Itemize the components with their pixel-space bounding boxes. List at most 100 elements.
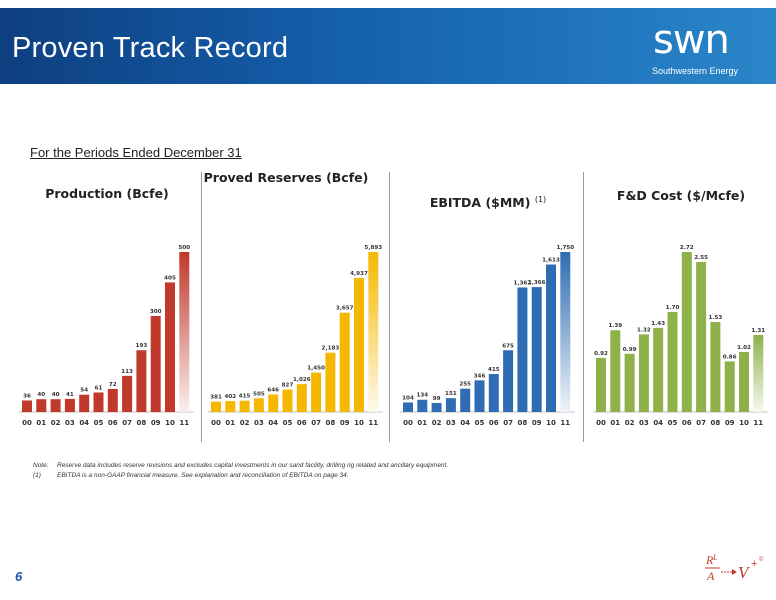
bar-10 [739,352,749,412]
x-tick-label: 05 [668,419,678,427]
svg-text:©: © [759,556,764,563]
x-tick-label: 01 [225,419,235,427]
data-label: 0.86 [723,354,737,360]
data-label: 0.92 [594,351,608,357]
bar-04 [268,394,279,412]
footnote-note: Note: Reserve data includes reserve revis… [33,462,448,469]
bar-05 [474,380,485,412]
footnote-1: (1) EBITDA is a non-GAAP financial measur… [33,472,349,479]
bar-07 [122,375,133,412]
data-label: 1.43 [651,321,665,327]
data-label: 5,893 [364,245,382,251]
bar-06 [681,252,692,412]
bar-01 [225,401,236,412]
fd-cost-chart: F&D Cost ($/Mcfe) 0.92 00 1.39 01 0.99 02 1.32… [586,170,776,440]
production-chart: Production (Bcfe) 36 00 40 01 40 02 41 03 54 04 61… [12,170,202,440]
x-tick-label: 02 [240,419,250,427]
x-tick-label: 11 [753,419,763,427]
data-label: 1,366 [528,280,546,286]
x-tick-label: 03 [65,419,75,427]
chart-title-footnote-mark: (1) [534,195,547,204]
data-label: 381 [210,395,222,401]
data-label: 1.32 [637,327,651,333]
data-label: 0.99 [623,347,637,353]
bar-10 [354,277,364,412]
svg-text:L: L [712,553,718,562]
reserves-chart-plot: 381 00 402 01 415 02 505 03 646 04 827 05 1,026 06 1,4… [208,245,383,427]
x-tick-label: 03 [446,419,456,427]
svg-text:+: + [751,558,757,570]
data-label: 500 [178,245,190,251]
x-tick-label: 06 [682,419,692,427]
bar-03 [445,398,456,412]
x-tick-label: 10 [739,419,749,427]
x-tick-label: 02 [625,419,635,427]
bar-11 [560,252,571,412]
x-tick-label: 07 [503,419,513,427]
bar-11 [368,252,379,412]
x-tick-label: 09 [151,419,161,427]
data-label: 255 [459,382,471,388]
bar-05 [93,392,104,412]
bar-01 [36,399,47,412]
bar-06 [107,388,118,412]
chart-title: F&D Cost ($/Mcfe) [616,188,746,203]
data-label: 54 [80,388,88,394]
data-label: 1,450 [307,366,325,372]
x-tick-label: 08 [518,419,528,427]
bar-01 [610,330,621,412]
x-tick-label: 10 [354,419,364,427]
bar-11 [753,334,764,412]
x-tick-label: 05 [283,419,293,427]
bar-03 [64,398,75,412]
bar-08 [710,322,721,412]
x-tick-label: 00 [22,419,32,427]
data-label: 300 [150,309,162,315]
chart-title: Production (Bcfe) [45,186,169,201]
data-label: 505 [253,391,265,397]
x-tick-label: 09 [532,419,542,427]
data-label: 402 [224,394,236,400]
x-tick-label: 03 [254,419,264,427]
data-label: 1,026 [293,377,311,383]
x-tick-label: 06 [108,419,118,427]
data-label: 41 [66,392,74,398]
ebitda-chart: EBITDA ($MM) (1) 104 00 134 01 99 02 151 03 255 0… [393,170,583,440]
bar-06 [296,384,307,412]
data-label: 827 [282,383,294,389]
data-label: 1.39 [608,323,622,329]
x-tick-label: 09 [340,419,350,427]
x-tick-label: 11 [368,419,378,427]
data-label: 1,750 [556,245,574,251]
data-label: 1.31 [751,328,765,334]
data-label: 40 [52,392,60,398]
bar-09 [531,287,542,412]
x-tick-label: 06 [297,419,307,427]
bar-09 [724,361,735,412]
data-label: 415 [239,394,251,400]
rate-of-return-emblem: R L A V + © [705,553,764,583]
data-label: 193 [136,343,148,349]
data-label: 104 [402,395,414,401]
bar-04 [653,327,664,412]
footnote-text: Reserve data includes reserve revisions … [57,462,449,469]
x-tick-label: 04 [79,419,89,427]
x-tick-label: 02 [51,419,61,427]
data-label: 2.72 [680,245,694,251]
x-tick-label: 01 [417,419,427,427]
bar-08 [517,287,528,412]
x-tick-label: 00 [403,419,413,427]
bar-06 [488,374,499,412]
data-label: 1.02 [737,345,751,351]
data-label: 405 [164,275,176,281]
bar-08 [325,352,336,412]
bar-03 [638,334,649,412]
bar-02 [624,353,635,412]
page-title: Proven Track Record [12,32,289,64]
bar-00 [403,402,413,412]
chart-divider [583,172,584,442]
data-label: 346 [474,373,486,379]
reserves-chart: Proved Reserves (Bcfe) 381 00 402 01 415 02 50… [201,170,391,440]
bar-05 [667,312,678,412]
x-tick-label: 08 [326,419,336,427]
